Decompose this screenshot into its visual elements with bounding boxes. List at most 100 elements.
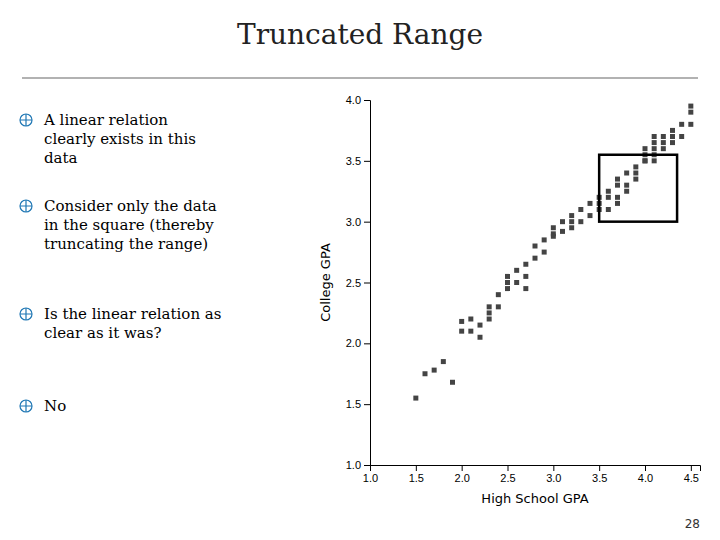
bullet-icon <box>20 400 32 412</box>
bullet-line: data <box>44 149 78 167</box>
axis-line <box>371 466 701 472</box>
bullet-cross <box>20 308 32 320</box>
point <box>606 189 611 194</box>
tick: 1.5 <box>409 465 424 484</box>
tick-mark <box>364 465 370 466</box>
tick-label: 1.5 <box>346 398 361 410</box>
point <box>661 134 666 139</box>
tick-label: 4.5 <box>684 472 699 484</box>
plot-area <box>413 104 693 401</box>
point <box>633 164 638 169</box>
point <box>560 219 565 224</box>
bullet-cross <box>20 200 32 212</box>
tick-label: 3.5 <box>346 155 361 167</box>
tick-mark <box>691 465 692 471</box>
point <box>533 244 538 249</box>
point <box>551 234 556 239</box>
point <box>551 225 556 230</box>
point <box>588 213 593 218</box>
point <box>615 177 620 182</box>
bullet-circle <box>20 400 32 412</box>
point <box>523 286 528 291</box>
bullet-circle <box>20 308 32 320</box>
bullet-line: Is the linear relation as <box>44 305 221 323</box>
tick: 3.5 <box>592 465 607 484</box>
tick-label: 3.0 <box>346 216 361 228</box>
tick: 1.0 <box>346 459 370 471</box>
point <box>661 140 666 145</box>
point <box>542 237 547 242</box>
point <box>413 396 418 401</box>
bullet-icon <box>20 114 32 126</box>
point <box>643 146 648 151</box>
point <box>679 134 684 139</box>
bullet-cross <box>20 400 32 412</box>
tick-label: 1.5 <box>409 472 424 484</box>
point <box>514 280 519 285</box>
axis-line <box>364 101 371 466</box>
tick-mark <box>416 465 417 471</box>
point <box>423 371 428 376</box>
point <box>578 219 583 224</box>
bullet-icon <box>20 308 32 320</box>
tick-mark <box>364 283 370 284</box>
bullet-text: Is the linear relation asclear as it was… <box>44 305 221 342</box>
highlight-rect <box>599 155 677 222</box>
bullet-icon <box>20 200 32 212</box>
tick-mark <box>364 222 370 223</box>
tick: 1.0 <box>363 465 378 484</box>
point <box>688 104 693 109</box>
tick-label: 2.5 <box>500 472 515 484</box>
tick: 4.0 <box>346 94 370 106</box>
point <box>624 189 629 194</box>
tick-label: 2.0 <box>346 337 361 349</box>
tick-label: 1.0 <box>346 459 361 471</box>
point <box>615 195 620 200</box>
tick: 2.0 <box>455 465 470 484</box>
bullets: A linear relationclearly exists in thisd… <box>20 111 221 415</box>
point <box>514 268 519 273</box>
point <box>643 158 648 163</box>
tick-mark <box>364 161 370 162</box>
point <box>670 128 675 133</box>
page-number: 28 <box>685 517 700 531</box>
tick-label: 3.0 <box>546 472 561 484</box>
tick: 4.0 <box>638 465 653 484</box>
bullet-line: A linear relation <box>43 111 168 129</box>
x-axis: 1.0 1.5 2.0 2.5 3.0 3.5 4.0 4.5 <box>363 465 701 484</box>
tick-label: 1.0 <box>363 472 378 484</box>
tick-mark <box>364 404 370 405</box>
point <box>441 359 446 364</box>
bullet-line: clear as it was? <box>44 324 161 342</box>
bullet-line: truncating the range) <box>44 235 208 253</box>
tick-mark <box>599 465 600 471</box>
point <box>505 280 510 285</box>
tick-label: 4.0 <box>638 472 653 484</box>
bullet-text: A linear relationclearly exists in thisd… <box>43 111 196 167</box>
tick: 2.5 <box>346 277 370 289</box>
tick: 2.5 <box>500 465 515 484</box>
point <box>652 158 657 163</box>
point <box>569 225 574 230</box>
point <box>505 286 510 291</box>
point <box>487 317 492 322</box>
tick: 1.5 <box>346 398 370 410</box>
point <box>615 183 620 188</box>
point <box>679 122 684 127</box>
chart: Truncated RangeA linear relationclearly … <box>0 0 720 540</box>
point <box>606 207 611 212</box>
point <box>459 319 464 324</box>
point <box>633 177 638 182</box>
point <box>624 183 629 188</box>
tick-label: 2.5 <box>346 277 361 289</box>
point <box>588 201 593 206</box>
point <box>496 304 501 309</box>
point <box>478 335 483 340</box>
point <box>569 219 574 224</box>
point <box>523 274 528 279</box>
tick-mark <box>645 465 646 471</box>
point <box>432 368 437 373</box>
tick: 3.0 <box>546 465 561 484</box>
tick-mark <box>364 100 370 101</box>
point <box>652 134 657 139</box>
